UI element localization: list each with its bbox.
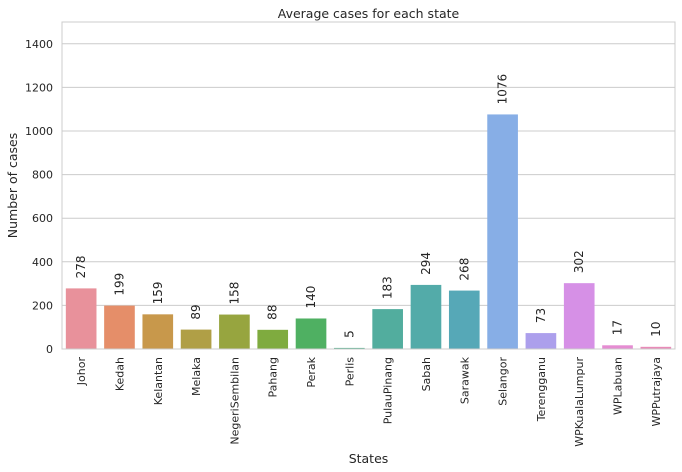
bar — [142, 314, 174, 349]
y-axis-label: Number of cases — [5, 133, 20, 238]
bar — [257, 329, 289, 349]
data-label: 159 — [151, 281, 165, 304]
bars — [65, 114, 672, 349]
data-label: 88 — [266, 305, 280, 320]
data-label: 278 — [74, 255, 88, 278]
data-label: 140 — [304, 286, 318, 309]
x-tick-label: Kelantan — [152, 357, 165, 405]
x-tick-label: Sarawak — [458, 356, 471, 404]
plot-frame — [61, 21, 676, 350]
bar — [295, 318, 327, 349]
bar — [180, 329, 212, 349]
data-label: 199 — [112, 273, 126, 296]
bar — [372, 309, 403, 349]
data-label: 5 — [342, 330, 356, 338]
x-tick-label: WPKualaLumpur — [573, 357, 586, 447]
y-tick-label: 600 — [32, 212, 53, 225]
y-tick-label: 400 — [32, 256, 53, 269]
x-tick-label: Melaka — [190, 357, 203, 396]
x-axis-label: States — [349, 451, 389, 466]
y-tick-label: 800 — [32, 169, 53, 182]
data-label: 268 — [457, 258, 471, 281]
data-label: 294 — [419, 252, 433, 275]
y-tick-labels: 0 200 400 600 800 1000 1200 1400 — [25, 38, 53, 356]
bar — [448, 290, 480, 349]
y-tick-label: 0 — [46, 343, 53, 356]
bar — [334, 347, 365, 349]
x-tick-label: Perak — [305, 356, 318, 387]
x-tick-label: Pahang — [267, 357, 280, 398]
bar — [65, 288, 97, 349]
x-tick-label: Terengganu — [535, 357, 548, 422]
bar — [219, 314, 250, 349]
data-labels: 278 199 159 89 158 88 140 5 183 294 268 1076 73 302 17… — [74, 74, 663, 338]
x-tick-label: WPPutrajaya — [650, 357, 663, 427]
data-label: 17 — [611, 320, 625, 335]
y-tick-label: 1000 — [25, 125, 53, 138]
chart-title: Average cases for each state — [278, 6, 460, 21]
data-label: 158 — [227, 282, 241, 305]
data-label: 183 — [381, 276, 395, 299]
x-tick-label: NegeriSembilan — [228, 357, 241, 445]
y-tick-label: 1400 — [25, 38, 53, 51]
data-label: 302 — [572, 250, 586, 273]
x-tick-label: Johor — [75, 357, 88, 387]
bar — [410, 284, 442, 349]
data-label: 89 — [189, 304, 203, 319]
data-label: 1076 — [496, 74, 510, 105]
x-tick-label: Kedah — [113, 357, 126, 391]
gridlines — [62, 43, 675, 350]
x-tick-label: Selangor — [497, 357, 510, 406]
bar — [104, 305, 135, 349]
data-label: 73 — [534, 308, 548, 323]
bar — [525, 333, 557, 349]
data-label: 10 — [649, 322, 663, 337]
bar — [563, 283, 595, 349]
x-tick-labels: Johor Kedah Kelantan Melaka NegeriSembilan Pa… — [75, 356, 663, 446]
x-tick-label: WPLabuan — [612, 357, 625, 415]
bar — [487, 114, 518, 349]
x-tick-label: PulauPinang — [382, 357, 395, 424]
x-tick-label: Sabah — [420, 357, 433, 391]
y-tick-label: 1200 — [25, 81, 53, 94]
y-tick-label: 200 — [32, 299, 53, 312]
x-tick-label: Perlis — [343, 357, 356, 387]
bar — [640, 346, 672, 349]
bar — [602, 345, 633, 349]
